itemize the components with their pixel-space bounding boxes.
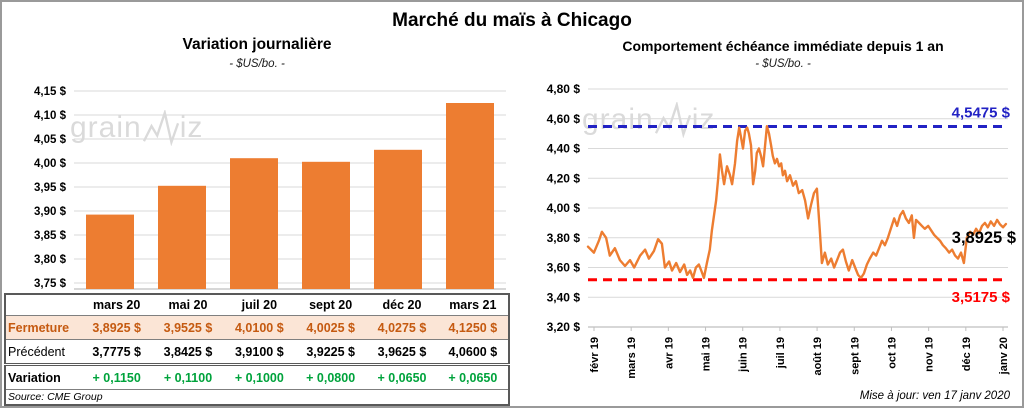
table-cell: + 0,1000 — [234, 370, 284, 385]
updated-timestamp: Mise à jour: ven 17 janv 2020 — [859, 390, 1010, 402]
row-label: Précédent — [8, 344, 65, 359]
bar-chart-subtitle: - $US/bo. - — [229, 58, 285, 70]
table-cell: 4,0025 $ — [306, 320, 355, 335]
table-cell: 3,9225 $ — [306, 344, 355, 359]
y-axis-label: 4,15 $ — [34, 86, 67, 98]
table-column-header: sept 20 — [309, 298, 353, 312]
y-axis-label: 3,90 $ — [34, 206, 67, 218]
table-cell: 4,1250 $ — [448, 320, 498, 335]
x-axis-label: janv 20 — [998, 337, 1010, 375]
table-cell: + 0,1150 — [92, 370, 141, 385]
x-axis-label: sept 19 — [849, 337, 861, 375]
last-value-label: 3,8925 $ — [952, 229, 1016, 247]
y-axis-label: 4,00 $ — [547, 201, 581, 215]
x-axis-label: juin 19 — [738, 337, 750, 373]
y-axis-label: 3,80 $ — [547, 231, 581, 245]
zigzag-line-icon — [654, 102, 691, 138]
y-axis-label: 3,20 $ — [547, 320, 581, 334]
table-row-close: Fermeture 3,8925 $ 3,9525 $ 4,0100 $ 4,0025 … — [5, 315, 509, 340]
x-axis-label: nov 19 — [924, 337, 936, 372]
y-axis-label: 4,00 $ — [34, 158, 67, 170]
watermark-text: iz — [179, 111, 204, 144]
table-cell: 3,8425 $ — [163, 344, 213, 359]
front-month-line-chart: 3,20 $ 3,40 $ 3,60 $ 3,80 $ 4,00 $ 4,20 $ 4,40… — [547, 82, 1016, 379]
page-title: Marché du maïs à Chicago — [392, 10, 632, 31]
price-series-line — [586, 125, 1008, 280]
y-axis-label: 3,60 $ — [547, 261, 581, 275]
y-axis-label: 4,10 $ — [34, 110, 67, 122]
bar-chart-title: Variation journalière — [182, 36, 332, 53]
bar-sept 20 — [302, 161, 350, 289]
table-header-row: mars 20 mai 20 juil 20 sept 20 déc 20 mars 21 — [5, 294, 509, 316]
y-axis-label: 4,80 $ — [547, 82, 581, 96]
table-cell: 3,7775 $ — [92, 344, 141, 359]
bar-mars 20 — [86, 214, 134, 289]
table-cell: + 0,1100 — [163, 370, 213, 385]
table-cell: 3,9100 $ — [234, 344, 284, 359]
table-column-header: déc 20 — [382, 298, 422, 312]
row-label: Fermeture — [8, 320, 70, 335]
table-column-header: juil 20 — [241, 298, 278, 312]
row-label: Variation — [8, 370, 61, 385]
bar-mars 21 — [446, 103, 494, 289]
x-axis-label: mai 19 — [701, 337, 713, 371]
table-column-header — [5, 294, 81, 316]
price-table: mars 20 mai 20 juil 20 sept 20 déc 20 mars 21… — [4, 293, 510, 406]
table-cell: 4,0100 $ — [234, 320, 284, 335]
table-column-header: mai 20 — [168, 298, 208, 312]
table-cell: 3,9625 $ — [377, 344, 427, 359]
y-axis-label: 3,40 $ — [547, 290, 581, 304]
low-value-label: 3,5175 $ — [952, 289, 1011, 306]
watermark-text: grain — [70, 111, 142, 144]
y-axis-label: 4,40 $ — [547, 142, 581, 156]
table-column-header: mars 20 — [93, 298, 141, 312]
x-axis-label: juil 19 — [775, 337, 787, 369]
bar-déc 20 — [374, 149, 422, 289]
line-chart-subtitle: - $US/bo. - — [755, 58, 811, 70]
watermark-text: grain — [582, 103, 654, 136]
source-note: Source: CME Group — [5, 389, 509, 405]
y-axis-label: 3,95 $ — [34, 182, 67, 194]
grainwiz-watermark: grain iz — [70, 110, 203, 146]
y-axis-label: 3,85 $ — [34, 230, 67, 242]
y-axis-label: 3,75 $ — [34, 278, 67, 290]
x-axis-label: août 19 — [812, 337, 824, 376]
x-axis-label: févr 19 — [589, 337, 601, 372]
daily-variation-bar-chart: 3,75 $ 3,80 $ 3,85 $ 3,90 $ 3,95 $ 4,00 $ 4,05… — [34, 86, 506, 290]
y-axis-label: 4,20 $ — [547, 171, 581, 185]
table-cell: + 0,0650 — [448, 370, 498, 385]
high-value-label: 4,5475 $ — [952, 105, 1011, 122]
y-axis-label: 4,60 $ — [547, 112, 581, 126]
x-axis-label: oct 19 — [886, 337, 898, 369]
table-cell: 3,9525 $ — [163, 320, 213, 335]
table-row-var: Variation + 0,1150 + 0,1100 + 0,1000 + 0,080… — [5, 364, 509, 390]
x-axis-label: avr 19 — [663, 337, 675, 369]
table-source-row: Source: CME Group — [5, 389, 509, 405]
x-axis-label: mars 19 — [626, 337, 638, 379]
table-cell: + 0,0800 — [306, 370, 356, 385]
table-cell: 4,0600 $ — [448, 344, 498, 359]
table-column-header: mars 21 — [449, 298, 497, 312]
y-axis-label: 4,05 $ — [34, 134, 67, 146]
table-row-prev: Précédent 3,7775 $ 3,8425 $ 3,9100 $ 3,9225 … — [5, 339, 509, 365]
line-chart-title: Comportement échéance immédiate depuis 1… — [622, 38, 944, 54]
table-cell: 3,8925 $ — [92, 320, 141, 335]
table-cell: + 0,0650 — [377, 370, 427, 385]
x-axis-label: déc 19 — [961, 337, 973, 371]
table-cell: 4,0275 $ — [377, 320, 427, 335]
y-axis-label: 3,80 $ — [34, 254, 67, 266]
bar-juil 20 — [230, 158, 278, 289]
bar-mai 20 — [158, 185, 206, 289]
